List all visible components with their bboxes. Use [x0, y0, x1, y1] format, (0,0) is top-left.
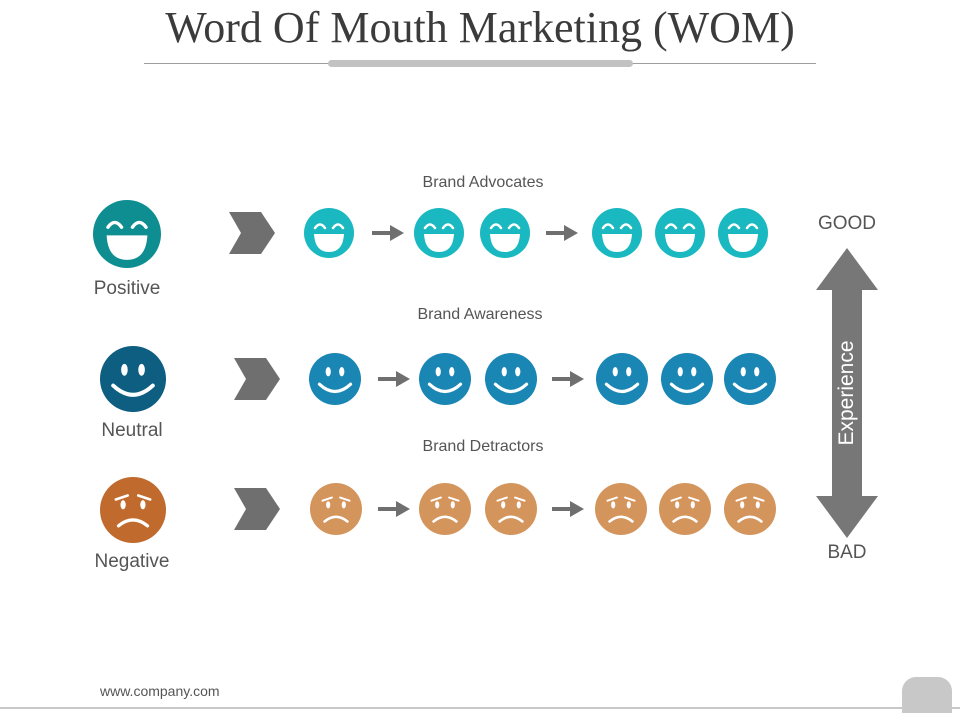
small-arrow-icon: [378, 371, 410, 387]
chevron-arrow-icon: [234, 488, 280, 530]
footer-url: www.company.com: [100, 683, 220, 699]
small-face-sad-icon: [310, 483, 362, 535]
label-positive: Positive: [93, 278, 161, 299]
small-face-happy-icon: [480, 208, 530, 258]
small-arrow-icon: [372, 225, 404, 241]
small-face-happy-icon: [414, 208, 464, 258]
small-arrow-icon: [552, 501, 584, 517]
small-arrow-icon: [378, 501, 410, 517]
title-accent-bar: [328, 60, 633, 67]
small-face-smile-icon: [485, 353, 537, 405]
small-face-smile-icon: [661, 353, 713, 405]
small-face-sad-icon: [419, 483, 471, 535]
small-arrow-icon: [552, 371, 584, 387]
small-face-happy-icon: [655, 208, 705, 258]
heading-brand-awareness: Brand Awareness: [417, 306, 543, 323]
chevron-arrow-icon: [229, 212, 275, 254]
small-face-smile-icon: [419, 353, 471, 405]
main-face-sad-icon: [100, 477, 166, 543]
small-face-sad-icon: [659, 483, 711, 535]
heading-brand-advocates: Brand Advocates: [422, 174, 544, 191]
footer-divider: [0, 707, 960, 709]
small-face-smile-icon: [309, 353, 361, 405]
small-face-happy-icon: [304, 208, 354, 258]
page-title: Word Of Mouth Marketing (WOM): [165, 3, 795, 52]
main-face-smile-icon: [100, 346, 166, 412]
scale-good: GOOD: [817, 213, 877, 234]
label-negative: Negative: [94, 551, 170, 572]
small-face-sad-icon: [595, 483, 647, 535]
scale-bad: BAD: [827, 542, 867, 563]
small-face-smile-icon: [724, 353, 776, 405]
main-face-happy-icon: [93, 200, 161, 268]
small-face-happy-icon: [718, 208, 768, 258]
heading-brand-detractors: Brand Detractors: [422, 438, 544, 455]
small-face-smile-icon: [596, 353, 648, 405]
experience-double-arrow-icon: [816, 248, 878, 538]
chevron-arrow-icon: [234, 358, 280, 400]
experience-label: Experience: [835, 340, 858, 446]
small-arrow-icon: [546, 225, 578, 241]
page-tab: [902, 677, 952, 713]
small-face-sad-icon: [724, 483, 776, 535]
small-face-happy-icon: [592, 208, 642, 258]
label-neutral: Neutral: [101, 420, 163, 441]
small-face-sad-icon: [485, 483, 537, 535]
